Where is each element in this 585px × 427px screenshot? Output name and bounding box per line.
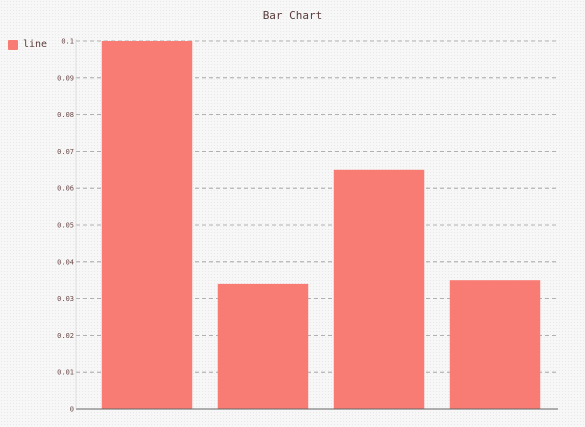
y-tick-label: 0.02	[57, 332, 74, 340]
y-tick-label: 0.06	[57, 185, 74, 193]
bar	[333, 169, 425, 409]
y-tick-label: 0.08	[57, 111, 74, 119]
legend-label: line	[23, 39, 48, 50]
y-tick-label: 0.01	[57, 369, 74, 377]
legend-swatch	[8, 39, 18, 50]
y-tick-label: 0.05	[57, 222, 74, 230]
y-tick-label: 0.07	[57, 148, 74, 156]
y-tick-label: 0	[70, 406, 74, 414]
y-tick-label: 0.09	[57, 74, 74, 82]
bar	[449, 280, 541, 409]
y-tick-label: 0.03	[57, 295, 74, 303]
y-tick-label: 0.04	[57, 258, 74, 266]
bar	[101, 41, 193, 409]
y-tick-label: 0.1	[61, 38, 74, 46]
legend[interactable]: line	[8, 39, 47, 50]
chart-title: Bar Chart	[262, 9, 323, 22]
bar	[217, 283, 309, 409]
